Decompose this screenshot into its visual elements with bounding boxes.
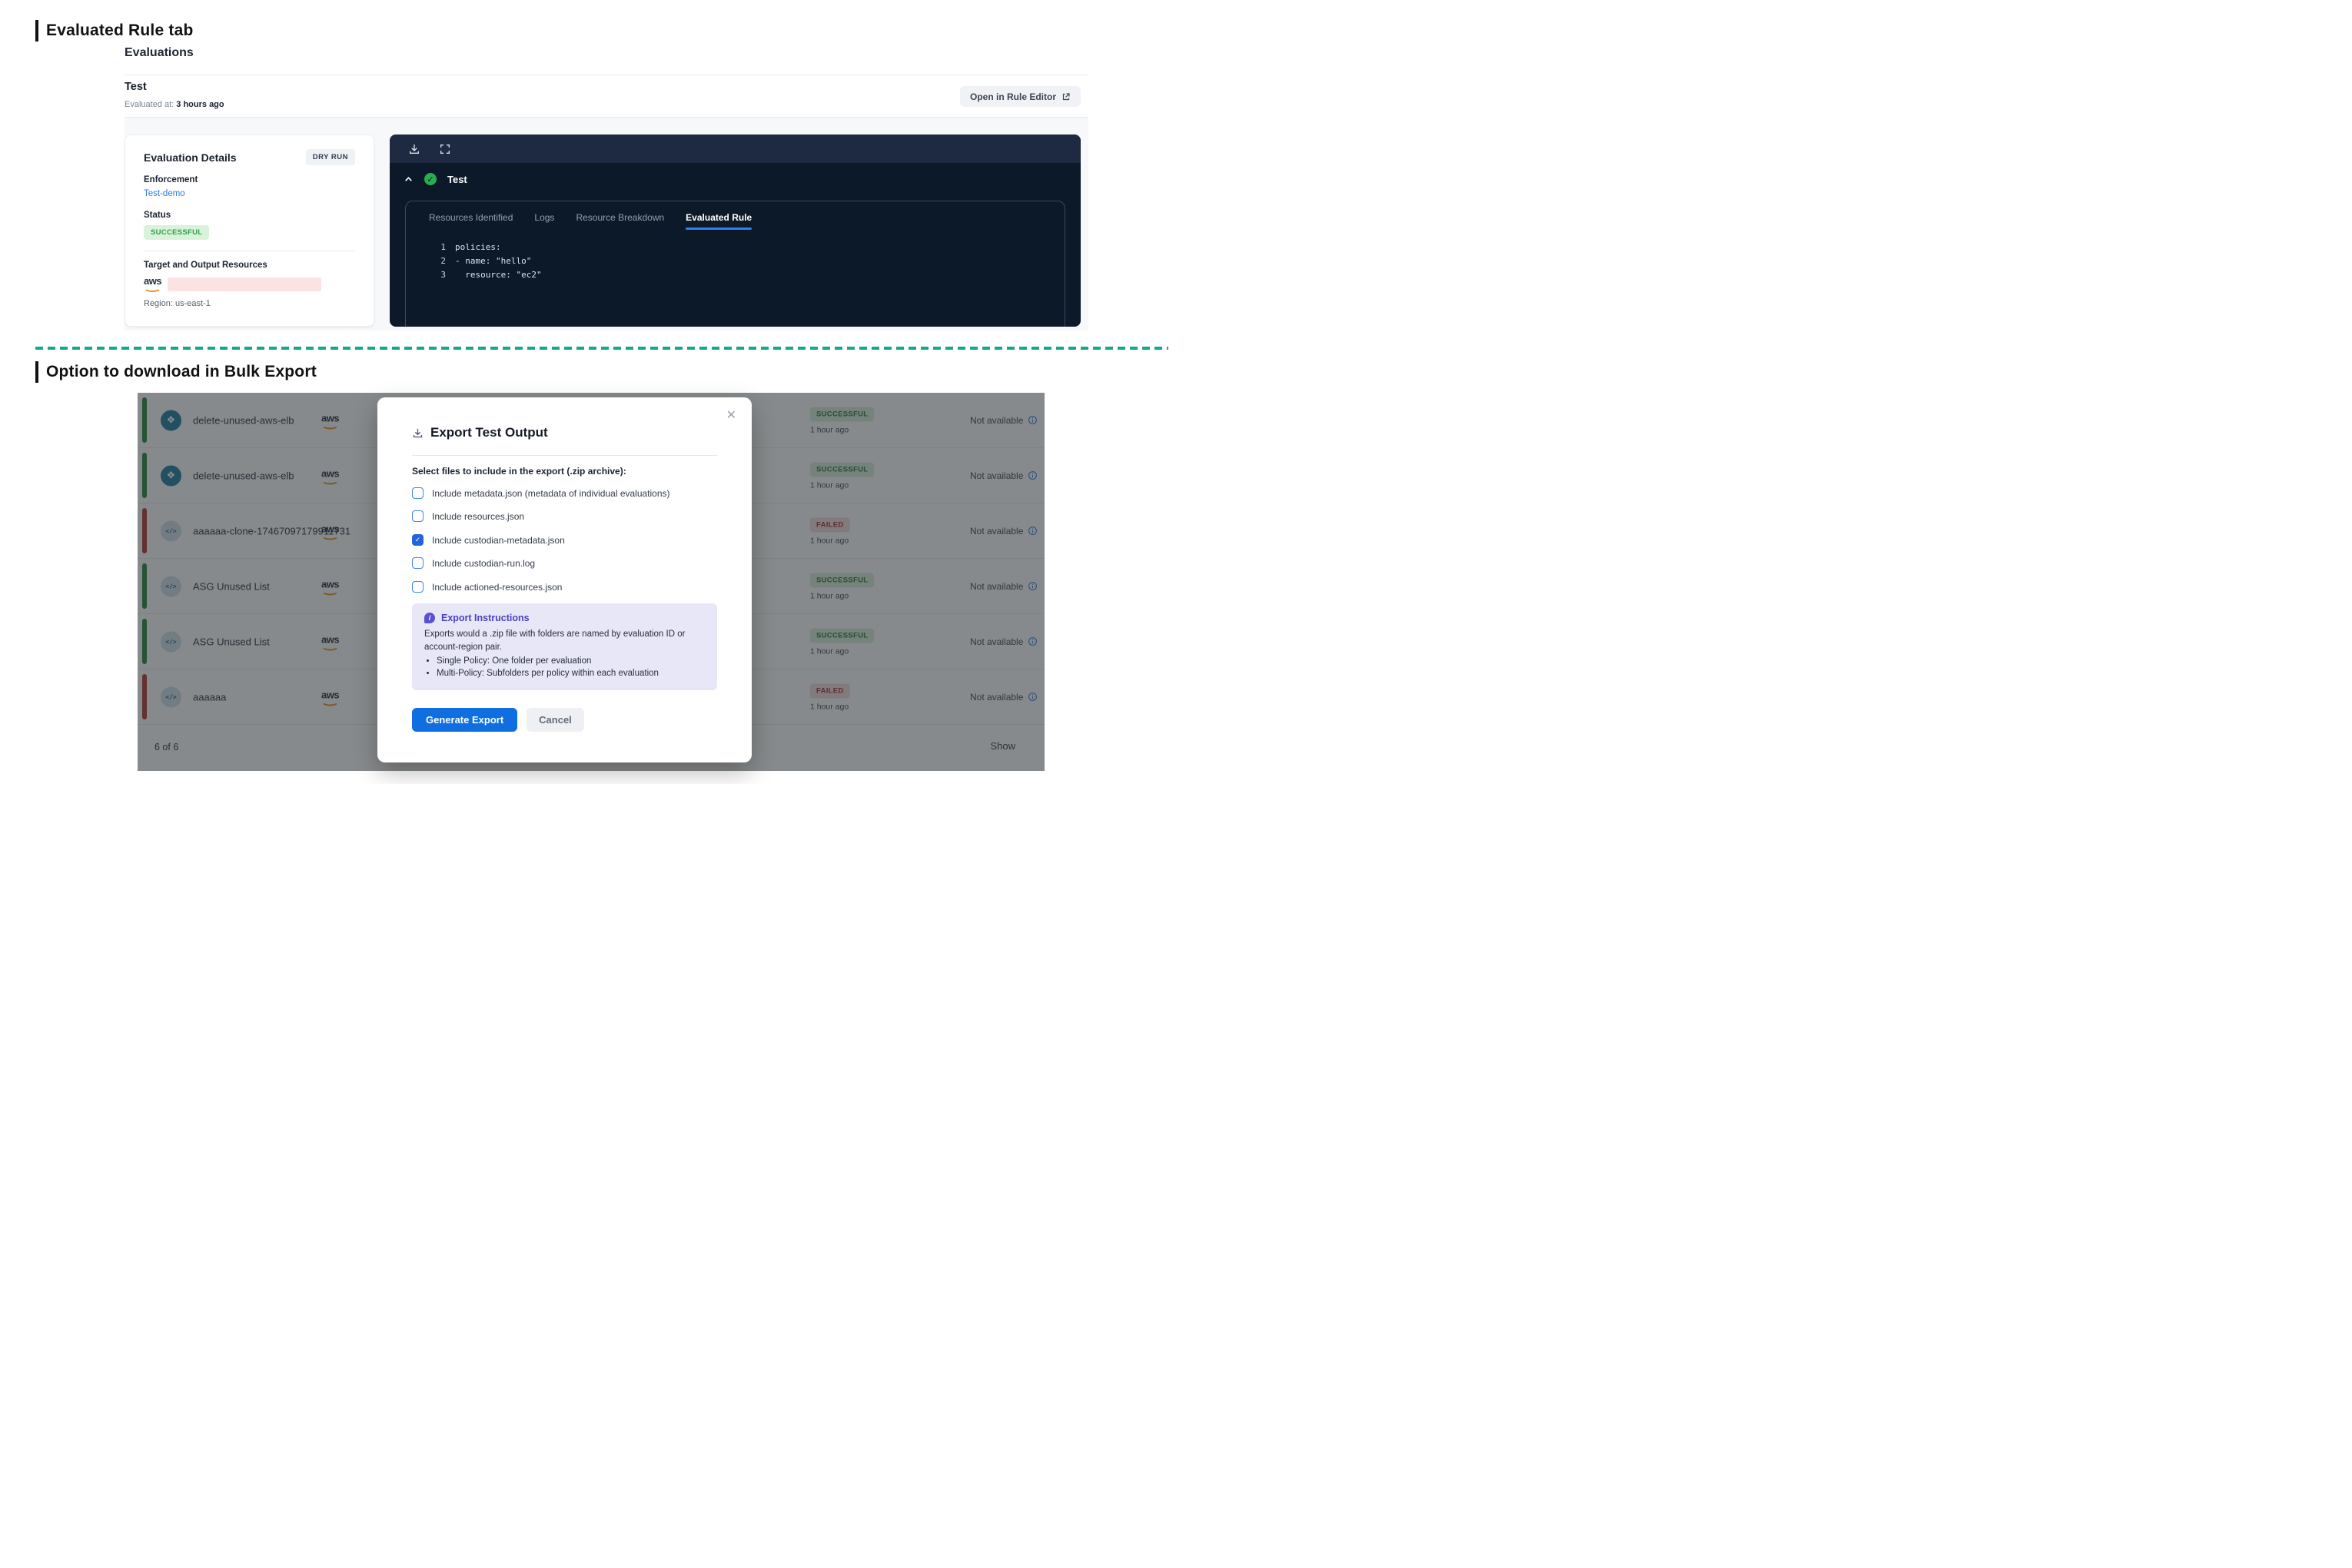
select-files-label: Select files to include in the export (.…	[412, 466, 626, 477]
tab-evaluated-rule[interactable]: Evaluated Rule	[686, 212, 752, 230]
evaluated-at-value: 3 hours ago	[176, 100, 224, 109]
open-in-rule-editor-button[interactable]: Open in Rule Editor	[960, 86, 1081, 107]
checkbox-include-custodian-run-log[interactable]: Include custodian-run.log	[412, 557, 535, 569]
checkbox-checked[interactable]: ✓	[412, 534, 424, 546]
checkbox[interactable]	[412, 581, 424, 593]
checkbox[interactable]	[412, 487, 424, 499]
instructions-bullets: Single Policy: One folder per evaluation…	[437, 655, 705, 679]
checkbox-include-resources-json[interactable]: Include resources.json	[412, 510, 524, 522]
card-title: Evaluation Details	[144, 151, 237, 164]
enforcement-link[interactable]: Test-demo	[144, 189, 185, 198]
close-icon[interactable]: ✕	[726, 409, 736, 422]
collapse-chevron-up-icon[interactable]	[404, 174, 414, 184]
export-test-output-modal: ✕ Export Test Output Select files to inc…	[377, 397, 752, 762]
evaluated-at: Evaluated at: 3 hours ago	[125, 100, 224, 109]
panel-toolbar	[390, 135, 1081, 163]
evaluation-name: Test	[125, 81, 147, 93]
section-separator-dashed	[35, 347, 1168, 350]
status-label: Status	[144, 211, 171, 220]
tab-resources-identified[interactable]: Resources Identified	[429, 212, 513, 223]
checkbox[interactable]	[412, 510, 424, 522]
checkbox-include-actioned-resources-json[interactable]: Include actioned-resources.json	[412, 581, 562, 593]
instructions-title: Export Instructions	[441, 613, 530, 623]
modal-title: Export Test Output	[430, 425, 548, 440]
instructions-bullet: Multi-Policy: Subfolders per policy with…	[437, 667, 705, 679]
cancel-button[interactable]: Cancel	[527, 708, 584, 732]
instructions-body: Exports would a .zip file with folders a…	[424, 630, 686, 652]
title-bar-decoration	[35, 361, 38, 383]
evaluation-details-card: Evaluation Details DRY RUN Enforcement T…	[125, 135, 374, 327]
evaluation-output-panel: ✓ Test Resources Identified Logs Resourc…	[390, 135, 1081, 327]
evaluation-group-title: Test	[447, 173, 467, 185]
open-in-rule-editor-label: Open in Rule Editor	[969, 91, 1056, 102]
page: Evaluated Rule tab Evaluations Test Eval…	[0, 0, 1176, 784]
status-badge: SUCCESSFUL	[144, 225, 210, 240]
checkbox-include-metadata-json[interactable]: Include metadata.json (metadata of indiv…	[412, 487, 670, 499]
generate-export-button[interactable]: Generate Export	[412, 708, 518, 732]
section-title-bulk-export: Option to download in Bulk Export	[35, 361, 317, 383]
download-icon	[412, 427, 424, 439]
download-icon[interactable]	[408, 143, 420, 155]
checkbox-include-custodian-metadata-json[interactable]: ✓ Include custodian-metadata.json	[412, 534, 565, 546]
section-title-text: Option to download in Bulk Export	[46, 363, 317, 380]
divider	[125, 117, 1088, 118]
instructions-bullet: Single Policy: One folder per evaluation	[437, 655, 705, 667]
aws-smile-swoosh	[144, 283, 162, 292]
aws-logo: aws	[144, 276, 162, 292]
success-check-icon: ✓	[424, 173, 437, 185]
evaluation-tabs-box: Resources Identified Logs Resource Break…	[405, 201, 1065, 327]
tab-logs[interactable]: Logs	[534, 212, 555, 223]
target-resources-label: Target and Output Resources	[144, 261, 267, 270]
section-title-evaluated-rule: Evaluated Rule tab	[35, 20, 193, 42]
enforcement-label: Enforcement	[144, 175, 198, 184]
title-bar-decoration	[35, 20, 38, 42]
checkbox[interactable]	[412, 557, 424, 569]
redacted-target-text	[168, 277, 322, 291]
export-instructions-panel: i Export Instructions Exports would a .z…	[412, 603, 717, 690]
divider	[412, 455, 717, 456]
info-bubble-icon: i	[424, 613, 435, 623]
region-text: Region: us-east-1	[144, 299, 211, 308]
external-link-icon	[1061, 92, 1071, 101]
evaluated-at-label: Evaluated at:	[125, 100, 174, 109]
fullscreen-icon[interactable]	[439, 143, 451, 155]
tab-resource-breakdown[interactable]: Resource Breakdown	[576, 212, 665, 223]
evaluations-heading: Evaluations	[125, 46, 194, 59]
section-title-text: Evaluated Rule tab	[46, 22, 194, 39]
tab-bar: Resources Identified Logs Resource Break…	[406, 201, 1065, 230]
dry-run-badge: DRY RUN	[305, 149, 355, 165]
rule-code-block: 1 policies: 2- name: "hello" 3 resource: …	[440, 242, 542, 280]
